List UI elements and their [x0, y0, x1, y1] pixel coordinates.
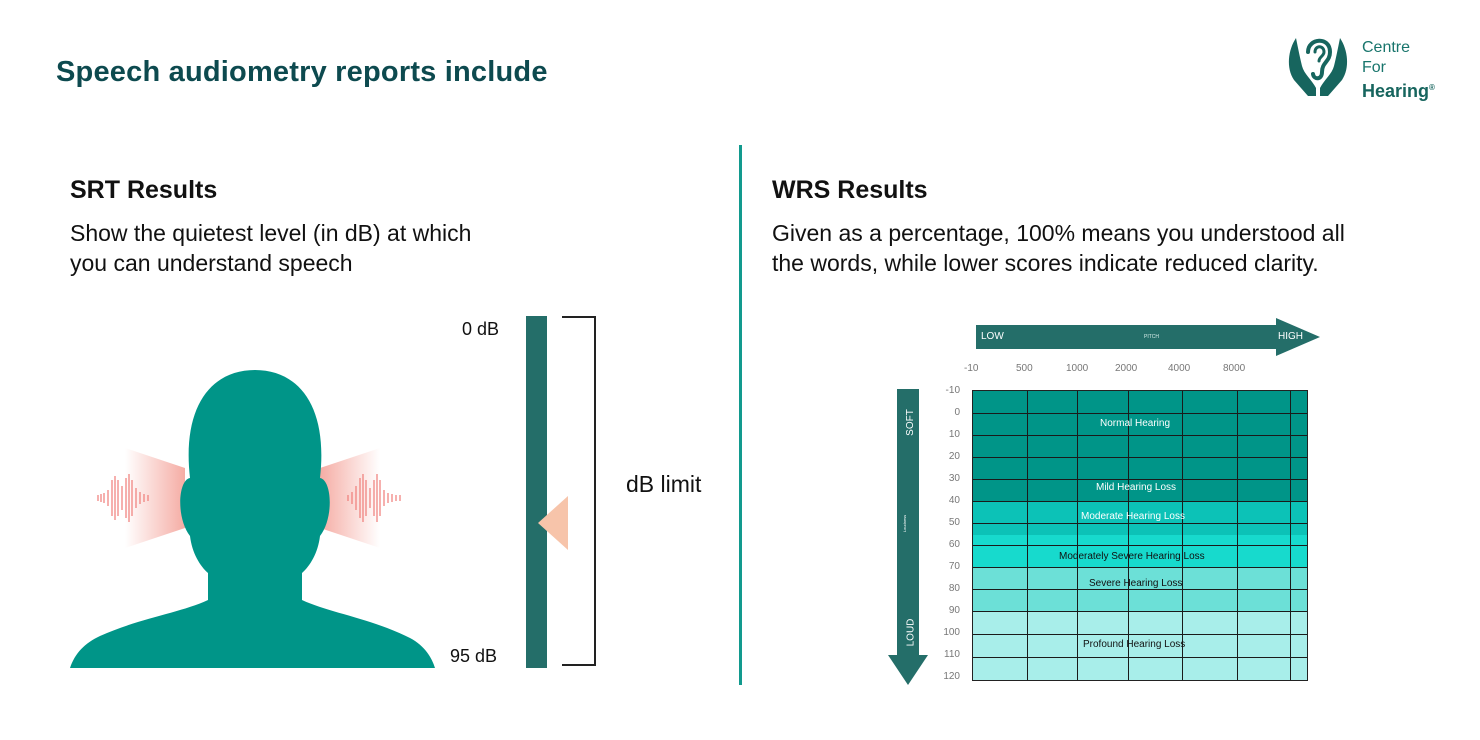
y-tick: -10: [945, 385, 960, 396]
left-sound-wave-icon: [97, 474, 149, 522]
zone-band-moderately-severe: [973, 535, 1307, 568]
x-tick: 8000: [1223, 363, 1246, 374]
zone-band-profound: [973, 612, 1307, 680]
zone-band-severe: [973, 568, 1307, 612]
y-tick: 70: [948, 561, 960, 572]
wrs-desc-line-2: the words, while lower scores indicate r…: [772, 250, 1319, 276]
y-tick: 20: [948, 451, 960, 462]
pitch-high-label: HIGH: [1278, 331, 1303, 342]
y-tick: 120: [943, 671, 960, 682]
centre-for-hearing-logo[interactable]: Centre For Hearing®: [1282, 28, 1452, 104]
y-tick: 110: [944, 649, 960, 660]
logo-line-1: Centre: [1362, 39, 1411, 56]
zone-label-mild: Mild Hearing Loss: [1096, 482, 1177, 493]
y-tick: 30: [948, 473, 960, 484]
pitch-arrow: LOW PITCH HIGH: [976, 318, 1320, 356]
zone-label-moderate: Moderate Hearing Loss: [1081, 511, 1185, 522]
y-tick: 80: [948, 583, 960, 594]
hands-ear-icon: [1288, 38, 1348, 96]
db-level-marker-icon: [538, 496, 568, 550]
db-scale-bar: [526, 316, 547, 668]
x-tick: 500: [1016, 363, 1033, 374]
db-scale-bottom-label: 95 dB: [450, 646, 498, 666]
right-sound-wave-icon: [347, 474, 401, 522]
head-silhouette: [70, 370, 435, 668]
y-tick: 100: [943, 627, 960, 638]
wrs-description: Given as a percentage, 100% means you un…: [772, 218, 1345, 278]
srt-description: Show the quietest level (in dB) at which…: [70, 218, 471, 278]
srt-desc-line-1: Show the quietest level (in dB) at which: [70, 220, 472, 246]
db-range-bracket: [562, 316, 596, 666]
logo-line-2: For: [1362, 59, 1386, 76]
y-tick: 90: [948, 605, 960, 616]
right-sound-cone: [320, 448, 380, 548]
loudness-axis-label: Loudness: [902, 514, 908, 533]
x-tick: 2000: [1115, 363, 1138, 374]
page-title: Speech audiometry reports include: [56, 56, 548, 88]
x-tick: 1000: [1066, 363, 1089, 374]
left-sound-cone: [125, 448, 185, 548]
y-tick: 40: [948, 495, 960, 506]
db-limit-label: dB limit: [626, 471, 702, 497]
srt-desc-line-2: you can understand speech: [70, 250, 353, 276]
down-arrow-icon: [888, 389, 928, 685]
db-scale-top-label: 0 dB: [462, 319, 500, 339]
loudness-arrow: SOFT Loudness LOUD: [886, 389, 930, 685]
registered-mark: ®: [1429, 83, 1435, 92]
zone-label-severe: Severe Hearing Loss: [1089, 578, 1183, 589]
head-silhouette-illustration: [70, 370, 435, 668]
pitch-axis-label: PITCH: [1144, 334, 1159, 340]
srt-title: SRT Results: [70, 176, 218, 204]
logo-line-3: Hearing: [1362, 81, 1430, 101]
wrs-desc-line-1: Given as a percentage, 100% means you un…: [772, 220, 1345, 246]
zone-label-moderately-severe: Moderately Severe Hearing Loss: [1059, 551, 1205, 562]
zone-label-normal: Normal Hearing: [1100, 418, 1171, 429]
wrs-title: WRS Results: [772, 176, 928, 204]
x-tick: 4000: [1168, 363, 1191, 374]
y-tick: 60: [948, 539, 960, 550]
y-tick: 0: [954, 407, 960, 418]
zone-label-profound: Profound Hearing Loss: [1083, 639, 1186, 650]
logo-text: Centre For Hearing®: [1362, 38, 1435, 101]
y-tick: 10: [948, 429, 960, 440]
section-divider: [739, 145, 742, 685]
zone-band-normal: [973, 391, 1307, 502]
x-tick: -10: [964, 363, 979, 374]
pitch-low-label: LOW: [981, 331, 1004, 342]
soft-label: SOFT: [904, 409, 916, 436]
loud-label: LOUD: [905, 618, 917, 647]
right-arrow-icon: [976, 318, 1320, 356]
audiogram-grid: Normal Hearing Mild Hearing Loss Moderat…: [972, 390, 1308, 681]
y-tick: 50: [948, 517, 960, 528]
